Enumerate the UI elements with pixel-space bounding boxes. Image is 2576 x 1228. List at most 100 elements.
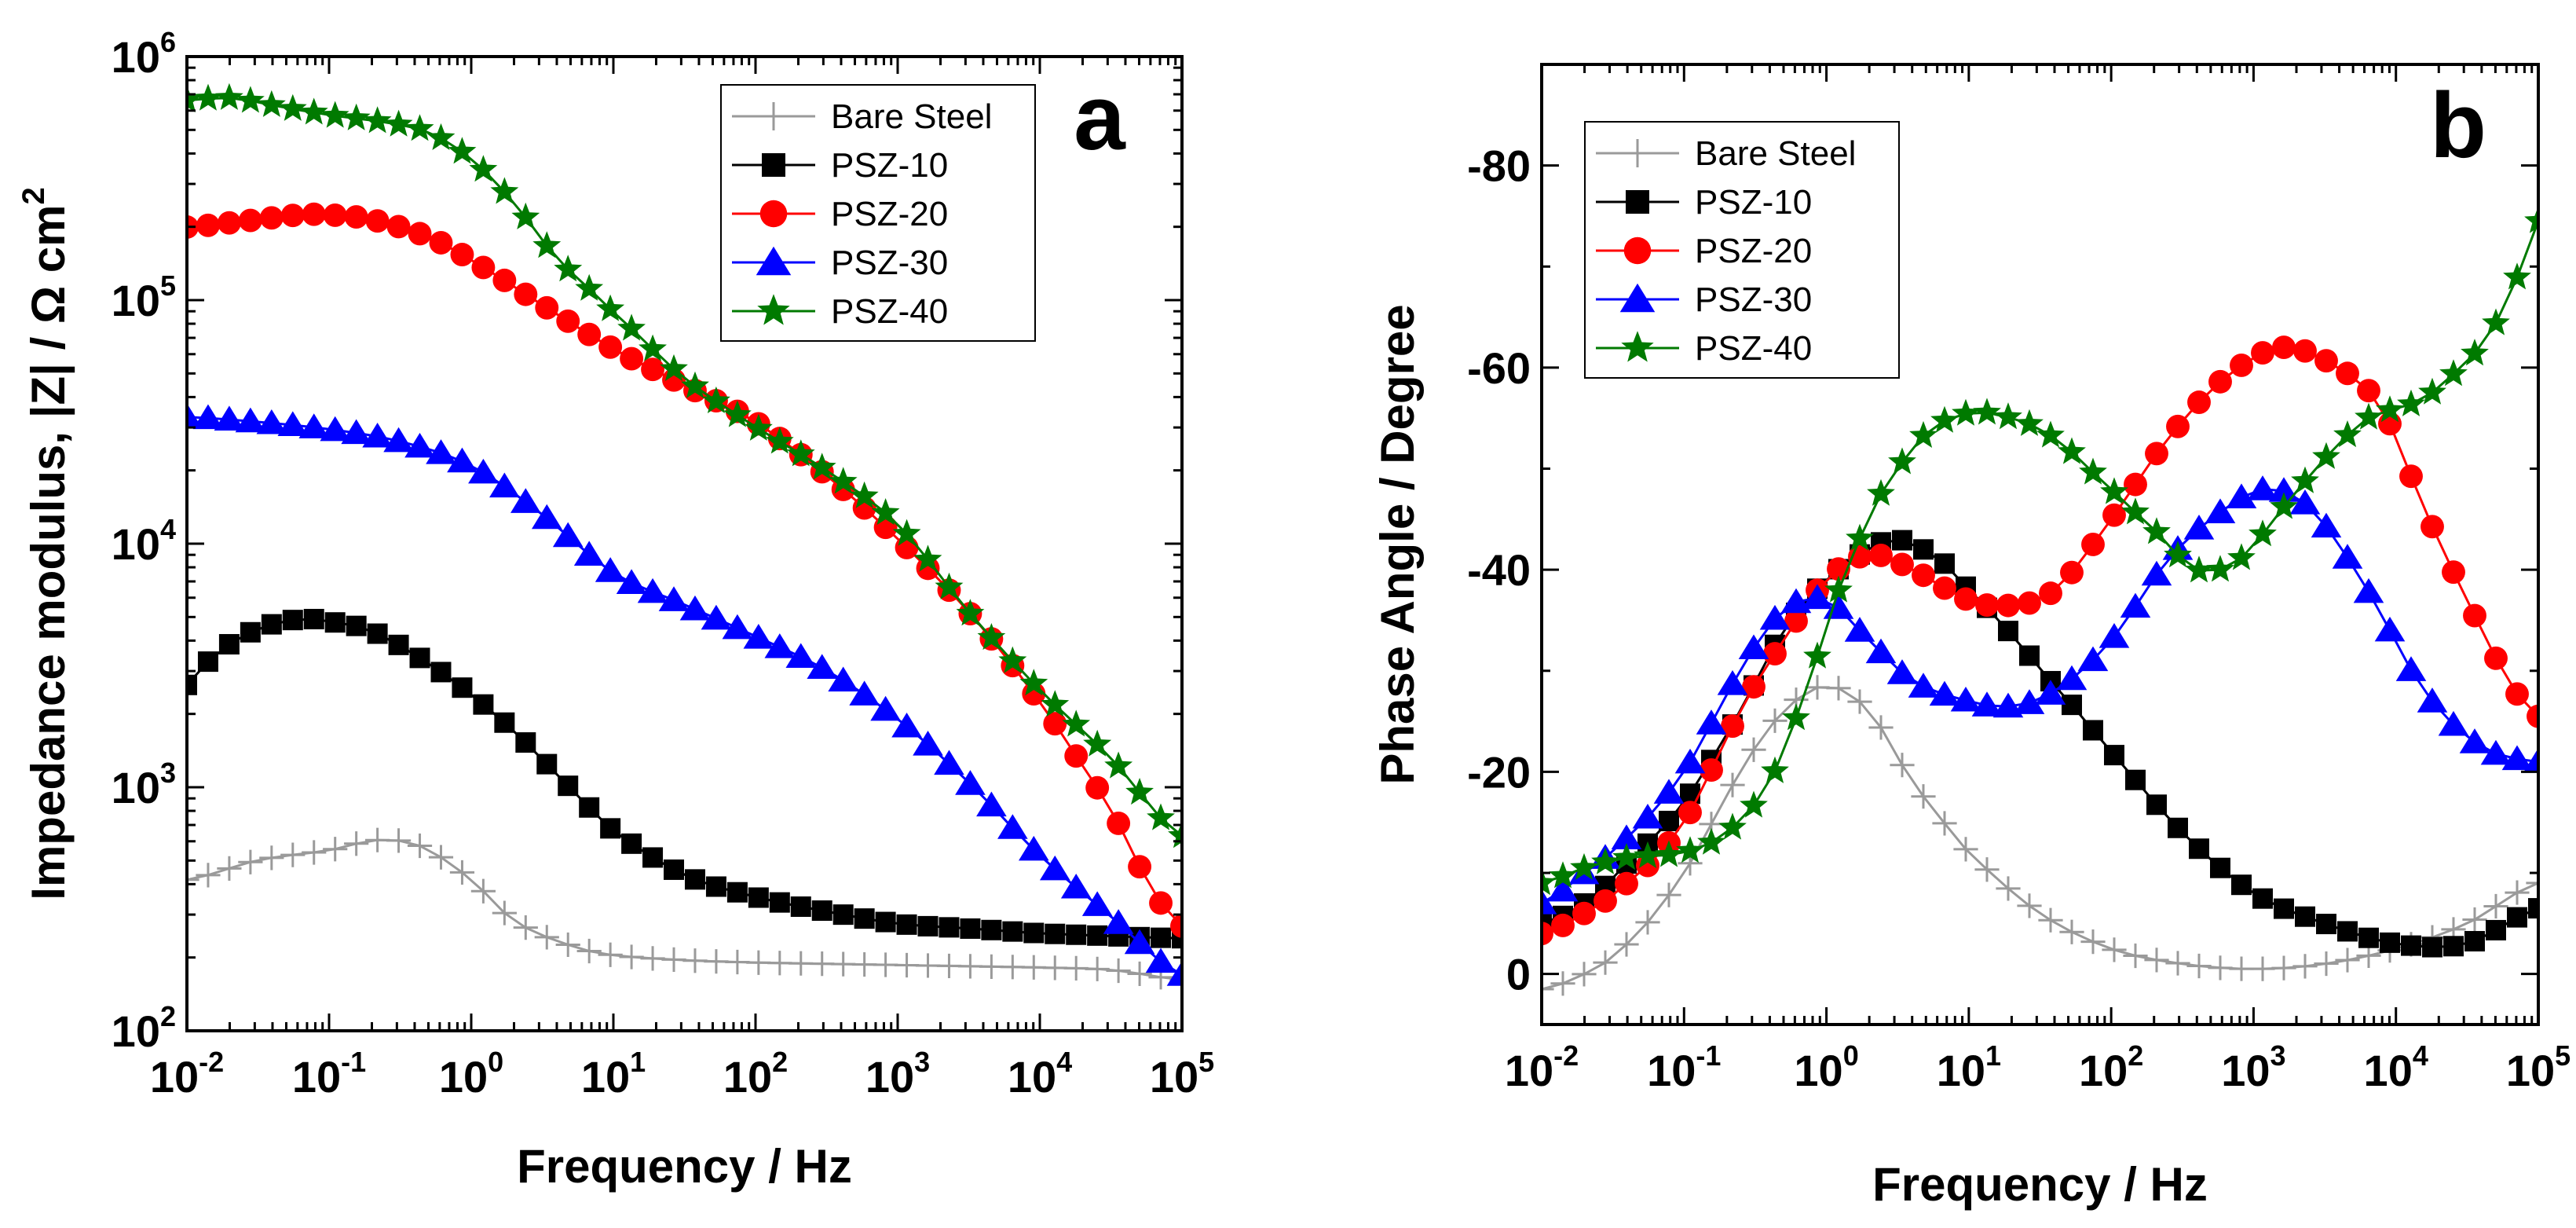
- data-point: [1593, 950, 1618, 975]
- data-point: [1107, 811, 1131, 835]
- data-point: [2098, 623, 2130, 648]
- data-point: [257, 90, 286, 117]
- data-point: [2274, 898, 2294, 919]
- data-point: [722, 614, 753, 640]
- data-point: [2486, 919, 2506, 940]
- data-point: [2145, 442, 2168, 466]
- data-point: [1064, 744, 1089, 768]
- data-point: [831, 951, 856, 977]
- data-point: [935, 572, 964, 599]
- data-point: [1718, 812, 1747, 840]
- data-point: [1992, 692, 2024, 718]
- data-point: [807, 453, 836, 480]
- data-point: [1953, 837, 1978, 862]
- data-point: [2230, 354, 2253, 377]
- legend-marker: [759, 102, 788, 130]
- data-point: [259, 206, 284, 230]
- data-point: [789, 951, 814, 976]
- data-point: [2146, 794, 2167, 816]
- data-point: [891, 712, 922, 738]
- data-point: [2527, 704, 2538, 728]
- data-point: [810, 951, 835, 977]
- data-point: [450, 243, 474, 266]
- data-point: [1591, 847, 1619, 874]
- data-point: [832, 904, 854, 926]
- data-point: [1868, 715, 1894, 740]
- data-point: [510, 488, 541, 513]
- data-point: [1549, 861, 1577, 889]
- data-point: [2165, 951, 2190, 976]
- data-point: [1998, 621, 2018, 642]
- series-group: [1542, 206, 2538, 1002]
- data-point: [1847, 689, 1872, 714]
- data-point: [1742, 675, 1766, 699]
- data-point: [299, 97, 328, 125]
- data-point: [2081, 533, 2105, 556]
- data-point: [2271, 955, 2296, 981]
- data-point: [2333, 420, 2362, 448]
- data-point: [1151, 927, 1172, 948]
- data-point: [187, 85, 201, 112]
- data-point: [2291, 466, 2319, 493]
- data-point: [1542, 889, 1557, 915]
- data-point: [215, 82, 243, 110]
- data-point: [1717, 670, 1748, 695]
- data-point: [1547, 876, 1579, 902]
- x-tick-label: 10-1: [1647, 1039, 1721, 1095]
- data-point: [915, 953, 941, 978]
- data-point: [2036, 420, 2065, 448]
- legend-entry: PSZ-10: [1596, 183, 1812, 222]
- data-point: [2505, 682, 2529, 706]
- data-point: [1738, 634, 1769, 660]
- data-point: [894, 952, 920, 978]
- data-point: [1063, 955, 1089, 981]
- data-point: [2480, 739, 2512, 765]
- data-point: [494, 712, 515, 733]
- data-point: [1570, 852, 1598, 880]
- legend-label: PSZ-30: [831, 244, 948, 282]
- data-point: [302, 202, 326, 226]
- data-point: [1615, 871, 1638, 896]
- data-point: [2142, 517, 2171, 544]
- data-point: [2062, 695, 2082, 716]
- data-point: [2080, 929, 2106, 955]
- data-point: [598, 335, 623, 359]
- data-point: [2380, 932, 2400, 953]
- data-point: [1886, 659, 1918, 684]
- data-point: [917, 915, 939, 937]
- data-point: [807, 654, 838, 679]
- data-point: [1762, 708, 1787, 733]
- series-line: [187, 618, 1182, 940]
- data-point: [870, 695, 901, 721]
- data-point: [2251, 341, 2274, 365]
- data-point: [1696, 709, 1727, 735]
- y-tick-label: 102: [112, 1000, 176, 1056]
- data-point: [2292, 954, 2318, 979]
- data-point: [469, 155, 498, 182]
- data-point: [536, 753, 558, 775]
- data-point: [1971, 691, 2003, 717]
- data-point: [576, 938, 602, 964]
- data-point: [2337, 921, 2358, 942]
- data-point: [998, 646, 1027, 673]
- data-point: [2353, 577, 2384, 603]
- data-point: [960, 918, 981, 939]
- legend-entry: PSZ-20: [1596, 232, 1812, 270]
- data-point: [2231, 874, 2252, 896]
- data-point: [1542, 977, 1554, 1002]
- data-point: [256, 409, 287, 434]
- data-point: [2443, 936, 2464, 957]
- data-point: [705, 876, 726, 897]
- x-tick-label: 10-2: [150, 1046, 224, 1102]
- data-point: [1950, 686, 1981, 712]
- legend-marker: [1621, 331, 1654, 362]
- data-point: [511, 202, 540, 229]
- data-point: [1127, 961, 1152, 987]
- data-point: [2019, 645, 2040, 666]
- x-tick-label: 10-2: [1505, 1039, 1579, 1095]
- data-point: [555, 932, 580, 958]
- data-point: [429, 231, 453, 255]
- data-point: [828, 666, 858, 692]
- data-point: [1912, 563, 1935, 588]
- data-point: [197, 651, 218, 673]
